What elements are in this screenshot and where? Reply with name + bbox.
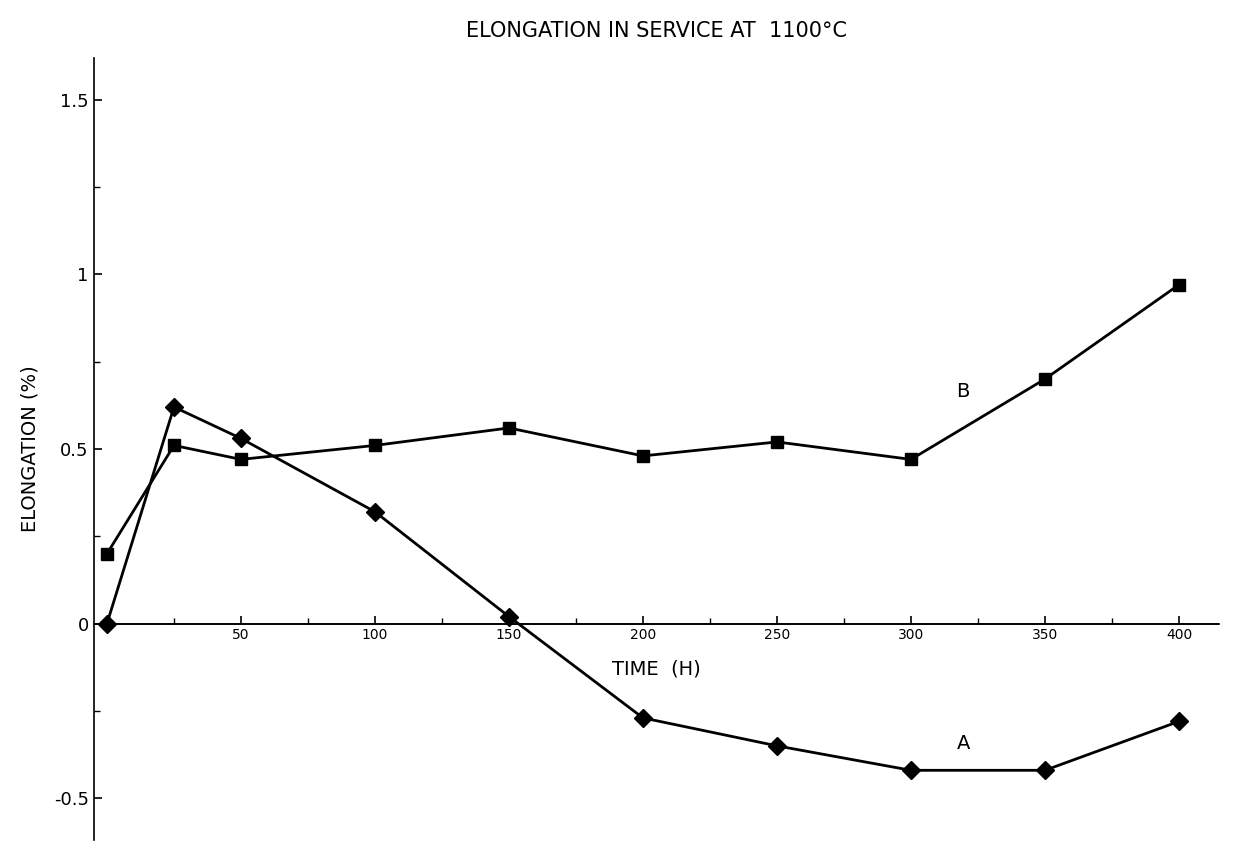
X-axis label: TIME  (H): TIME (H) [613, 660, 701, 678]
Y-axis label: ELONGATION (%): ELONGATION (%) [21, 366, 40, 532]
Title: ELONGATION IN SERVICE AT  1100°C: ELONGATION IN SERVICE AT 1100°C [466, 21, 847, 40]
Text: B: B [956, 381, 970, 400]
Text: A: A [956, 734, 970, 753]
